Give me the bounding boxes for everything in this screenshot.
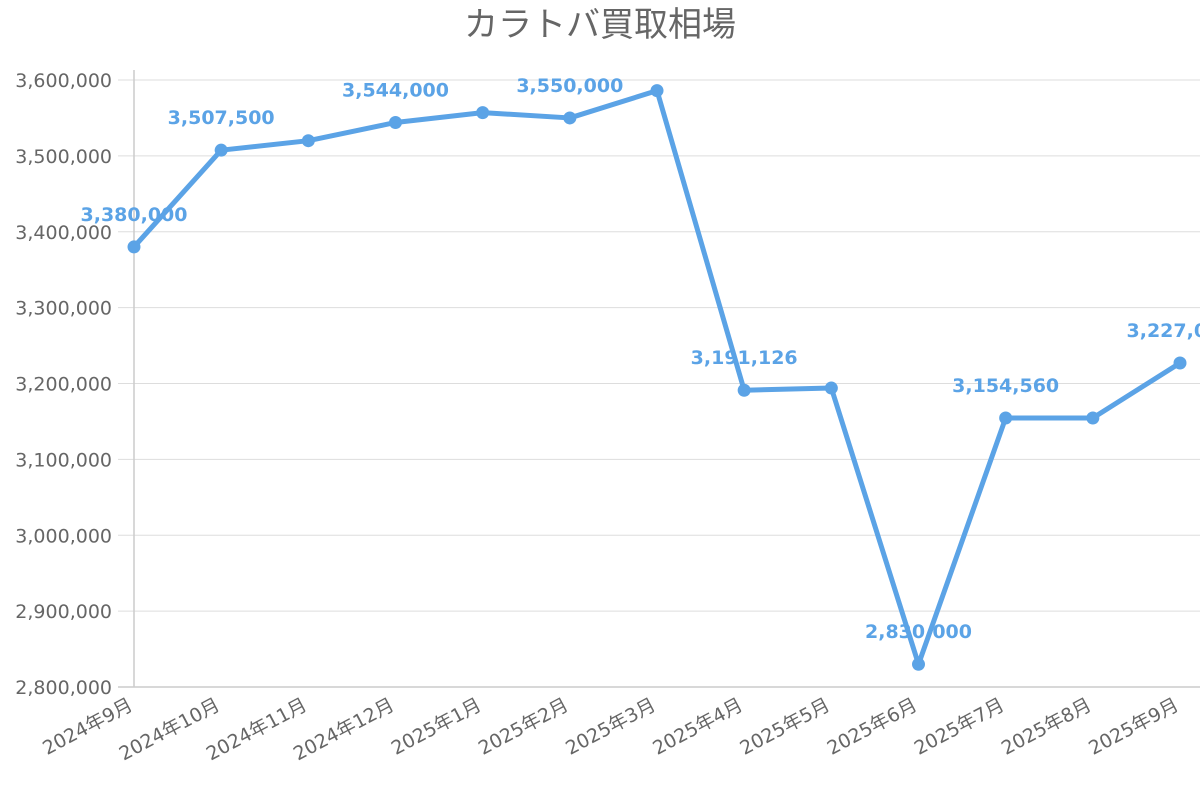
x-tick-label: 2025年7月 xyxy=(911,694,1008,760)
x-tick-label: 2025年3月 xyxy=(562,694,659,760)
data-point xyxy=(650,84,664,98)
data-point xyxy=(737,383,751,397)
y-tick-label: 3,000,000 xyxy=(15,525,112,547)
series-price xyxy=(127,84,1187,671)
y-tick-label: 3,300,000 xyxy=(15,298,112,320)
data-point xyxy=(1086,411,1100,425)
data-point xyxy=(476,106,490,120)
data-point xyxy=(824,381,838,395)
data-point xyxy=(912,657,925,671)
data-label: 2,830,000 xyxy=(865,621,972,643)
data-label: 3,380,000 xyxy=(81,204,188,226)
y-tick-label: 3,500,000 xyxy=(15,146,112,168)
data-labels: 3,380,000 3,507,500 3,544,000 3,550,000 3,19… xyxy=(81,75,1200,643)
data-label: 3,191,126 xyxy=(691,347,798,369)
data-point xyxy=(389,115,402,129)
x-tick-label: 2025年6月 xyxy=(824,694,921,760)
x-tick-label: 2025年5月 xyxy=(736,694,833,760)
data-point xyxy=(214,143,228,157)
data-label: 3,544,000 xyxy=(342,79,449,101)
x-tick-label: 2025年8月 xyxy=(998,694,1095,760)
data-label: 3,550,000 xyxy=(516,75,623,97)
data-point xyxy=(1173,356,1187,370)
data-label: 3,507,500 xyxy=(168,107,275,129)
x-tick-label: 2025年1月 xyxy=(388,694,485,760)
chart-title: カラトバ買取相場 xyxy=(464,5,736,45)
data-point xyxy=(563,111,577,125)
y-axis: 2,800,000 2,900,000 3,000,000 3,100,000 3,20… xyxy=(15,70,135,699)
y-tick-label: 3,600,000 xyxy=(15,70,112,92)
data-label: 3,154,560 xyxy=(952,375,1059,397)
grid-lines xyxy=(118,79,1200,688)
data-point xyxy=(999,411,1013,425)
x-tick-label: 2024年12月 xyxy=(290,694,398,765)
x-axis: 2024年9月2024年10月2024年11月2024年12月2025年1月20… xyxy=(39,686,1200,765)
y-tick-label: 3,200,000 xyxy=(15,374,112,396)
y-tick-label: 3,400,000 xyxy=(15,222,112,244)
x-tick-label: 2025年2月 xyxy=(475,694,572,760)
y-tick-label: 2,900,000 xyxy=(15,601,112,623)
data-point xyxy=(127,240,141,254)
data-label: 3,227,000 xyxy=(1127,320,1200,342)
x-tick-label: 2025年9月 xyxy=(1085,694,1182,760)
data-point xyxy=(301,134,315,148)
y-tick-label: 2,800,000 xyxy=(15,677,112,699)
x-tick-label: 2025年4月 xyxy=(649,694,746,760)
y-tick-label: 3,100,000 xyxy=(15,449,112,471)
